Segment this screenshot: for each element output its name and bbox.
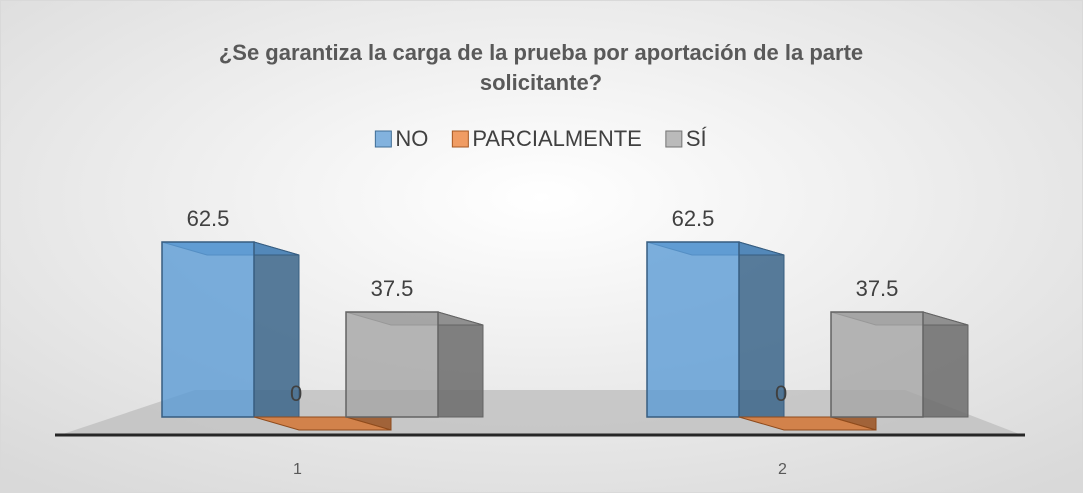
bar-face — [922, 311, 969, 418]
bar — [738, 416, 877, 431]
bar-face — [437, 311, 484, 418]
bar — [253, 416, 392, 431]
chart-title: solicitante? — [480, 70, 602, 95]
data-label: 37.5 — [371, 276, 414, 301]
x-tick-label: 1 — [293, 461, 302, 478]
bar — [161, 241, 300, 418]
legend-swatch — [374, 130, 392, 148]
data-label: 62.5 — [672, 206, 715, 231]
bar — [345, 311, 484, 418]
bar-face — [738, 416, 877, 431]
legend-label: SÍ — [686, 126, 708, 151]
bar-face — [253, 416, 392, 431]
chart-title: ¿Se garantiza la carga de la prueba por … — [219, 40, 863, 65]
bar-face — [161, 241, 255, 418]
x-tick-label: 2 — [778, 461, 787, 478]
data-label: 62.5 — [187, 206, 230, 231]
bar-face — [345, 311, 439, 418]
data-label: 0 — [290, 381, 302, 406]
bar — [830, 311, 969, 418]
legend-label: NO — [395, 126, 428, 151]
bar — [646, 241, 785, 418]
bar-face — [646, 241, 740, 418]
bar-face — [830, 311, 924, 418]
legend-label: PARCIALMENTE — [472, 126, 642, 151]
legend-swatch — [665, 130, 683, 148]
data-label: 0 — [775, 381, 787, 406]
legend-swatch — [451, 130, 469, 148]
data-label: 37.5 — [856, 276, 899, 301]
